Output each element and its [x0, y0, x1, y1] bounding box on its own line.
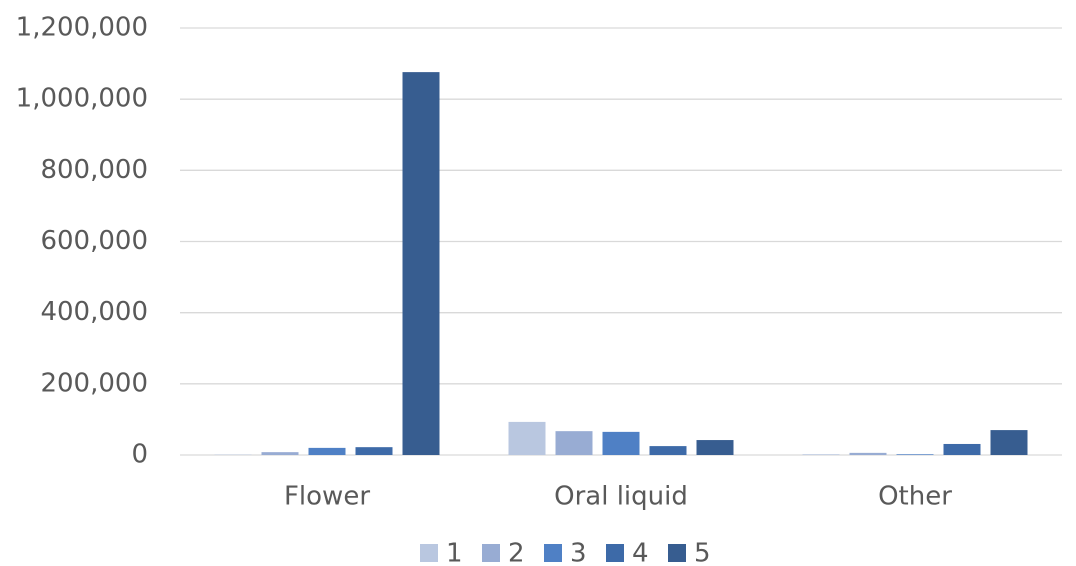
legend-swatch: [482, 544, 500, 562]
legend-label: 1: [446, 539, 463, 566]
bar: [508, 421, 546, 455]
bar: [943, 443, 981, 455]
bar: [849, 452, 887, 455]
bar: [990, 430, 1028, 455]
y-tick-label: 1,200,000: [16, 13, 148, 43]
x-tick-label: Oral liquid: [554, 482, 688, 512]
legend-label: 5: [694, 539, 711, 566]
legend-swatch: [606, 544, 624, 562]
y-tick-label: 0: [131, 440, 148, 470]
y-tick-label: 400,000: [40, 297, 148, 327]
y-tick-label: 1,000,000: [16, 84, 148, 114]
bar: [261, 452, 299, 455]
legend-swatch: [544, 544, 562, 562]
y-tick-label: 600,000: [40, 226, 148, 256]
bar: [355, 447, 393, 455]
legend-label: 2: [508, 539, 525, 566]
legend-swatch: [668, 544, 686, 562]
bar: [402, 72, 440, 455]
x-tick-label: Flower: [284, 482, 370, 512]
y-tick-label: 800,000: [40, 155, 148, 185]
y-tick-label: 200,000: [40, 368, 148, 398]
bar: [649, 446, 687, 455]
legend-label: 3: [570, 539, 587, 566]
bar: [602, 431, 640, 455]
x-tick-label: Other: [878, 482, 952, 512]
bar: [802, 454, 840, 455]
legend-label: 4: [632, 539, 649, 566]
bar: [555, 431, 593, 455]
bar: [308, 447, 346, 455]
bar: [696, 440, 734, 455]
legend-swatch: [420, 544, 438, 562]
bar: [896, 454, 934, 455]
